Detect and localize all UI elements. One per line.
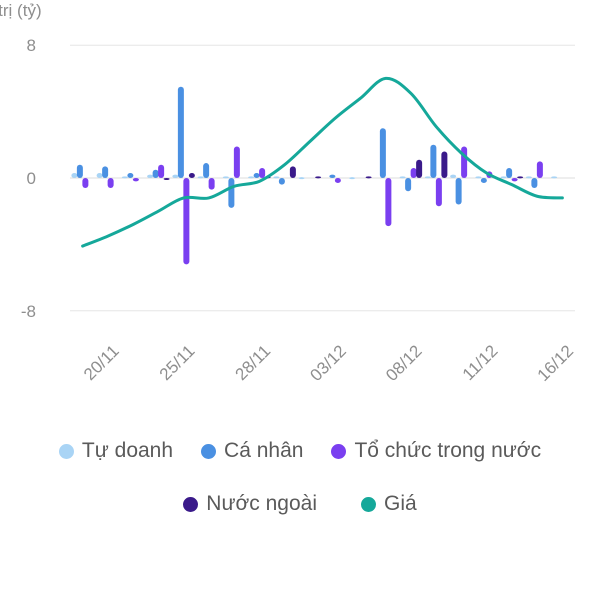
legend-row-2: Nước ngoài Giá: [0, 492, 600, 516]
legend-item-to-chuc-trong-nuoc[interactable]: Tổ chức trong nước: [331, 439, 541, 463]
bar-tự-doanh: [525, 176, 532, 179]
legend-label: Nước ngoài: [206, 492, 318, 515]
legend-label: Tổ chức trong nước: [354, 439, 542, 462]
bar-tự-doanh: [197, 176, 204, 179]
legend-dot-icon: [361, 496, 377, 512]
bar-tự-doanh: [172, 174, 179, 178]
bar-tổ-chức-trong-nước: [435, 178, 442, 207]
bar-tổ-chức-trong-nước: [183, 178, 190, 265]
bar-nước-ngoài: [365, 176, 372, 179]
x-tick-label: 25/11: [156, 341, 199, 384]
legend-item-ca-nhan[interactable]: Cá nhân: [201, 439, 303, 463]
bar-tổ-chức-trong-nước: [107, 178, 114, 188]
bar-tổ-chức-trong-nước: [536, 161, 543, 178]
bar-tự-doanh: [222, 176, 229, 179]
legend-dot-icon: [183, 496, 199, 512]
bar-tự-doanh: [248, 176, 255, 179]
bar-tự-doanh: [399, 176, 406, 179]
chart-plot: 8 0 -8 20/11 25/11 28/11 03/12 08/12 11/12 16/12: [21, 36, 578, 385]
x-tick-label: 20/11: [80, 341, 123, 384]
bar-tự-doanh: [71, 173, 78, 178]
bar-tự-doanh: [147, 174, 154, 178]
bar-nước-ngoài: [441, 151, 448, 178]
x-tick-label: 08/12: [382, 341, 426, 385]
bar-nước-ngoài: [163, 178, 170, 180]
legend-item-gia[interactable]: Giá: [361, 492, 417, 516]
bar-cá-nhân: [405, 178, 412, 192]
bar-tự-doanh: [475, 176, 482, 179]
x-tick-label: 11/12: [459, 341, 502, 384]
bar-cá-nhân: [430, 144, 437, 178]
legend-item-nuoc-ngoai[interactable]: Nước ngoài: [183, 492, 317, 516]
bar-tổ-chức-trong-nước: [511, 178, 518, 182]
y-tick-label: -8: [21, 302, 36, 321]
y-tick-label: 0: [27, 169, 36, 188]
bar-tổ-chức-trong-nước: [334, 178, 341, 183]
bar-cá-nhân: [253, 173, 260, 178]
bar-cá-nhân: [506, 168, 513, 178]
bar-tự-doanh: [450, 174, 457, 178]
bar-cá-nhân: [379, 128, 386, 178]
price-line: [81, 76, 564, 248]
legend-dot-icon: [331, 443, 347, 459]
bar-tự-doanh: [500, 176, 507, 179]
bar-tự-doanh: [273, 176, 280, 179]
bar-tự-doanh: [551, 176, 558, 179]
x-tick-label: 03/12: [306, 341, 350, 385]
bar-cá-nhân: [228, 178, 235, 208]
bar-tự-doanh: [424, 176, 431, 179]
legend-dot-icon: [58, 443, 74, 459]
bar-tổ-chức-trong-nước: [158, 164, 165, 178]
bar-cá-nhân: [329, 174, 336, 178]
bar-nước-ngoài: [517, 176, 524, 179]
bar-cá-nhân: [480, 178, 487, 183]
bar-tổ-chức-trong-nước: [461, 146, 468, 178]
legend-item-tu-doanh[interactable]: Tự doanh: [58, 439, 174, 463]
y-axis-unit-label: a trị (tỷ): [0, 1, 42, 20]
bar-tổ-chức-trong-nước: [132, 178, 139, 182]
bar-cá-nhân: [127, 173, 134, 178]
bar-tự-doanh: [96, 173, 103, 178]
bar-tổ-chức-trong-nước: [410, 168, 417, 178]
bar-cá-nhân: [455, 178, 462, 205]
x-tick-label: 16/12: [534, 341, 578, 385]
bar-tổ-chức-trong-nước: [385, 178, 392, 227]
bar-tổ-chức-trong-nước: [233, 146, 240, 178]
legend-label: Cá nhân: [224, 439, 304, 462]
y-tick-label: 8: [27, 36, 36, 55]
bar-tự-doanh: [298, 177, 305, 180]
bar-cá-nhân: [177, 86, 184, 178]
bar-cá-nhân: [152, 169, 159, 178]
bar-cá-nhân: [102, 166, 109, 178]
x-tick-label: 28/11: [232, 341, 275, 384]
bar-tổ-chức-trong-nước: [82, 178, 89, 188]
legend-row-1: Tự doanh Cá nhân Tổ chức trong nước: [0, 439, 600, 463]
legend-label: Giá: [384, 492, 417, 515]
bar-cá-nhân: [203, 163, 210, 178]
bar-tổ-chức-trong-nước: [259, 168, 266, 178]
bar-nước-ngoài: [188, 173, 195, 178]
bar-tổ-chức-trong-nước: [208, 178, 215, 190]
bar-tự-doanh: [121, 176, 128, 179]
bar-tự-doanh: [349, 177, 356, 180]
bar-cá-nhân: [76, 164, 83, 178]
legend-label: Tự doanh: [81, 439, 174, 462]
bar-nước-ngoài: [315, 176, 322, 179]
bar-cá-nhân: [531, 178, 538, 188]
bar-cá-nhân: [278, 178, 285, 185]
bar-nước-ngoài: [289, 166, 296, 178]
legend-dot-icon: [201, 443, 217, 459]
bar-nước-ngoài: [416, 159, 423, 178]
